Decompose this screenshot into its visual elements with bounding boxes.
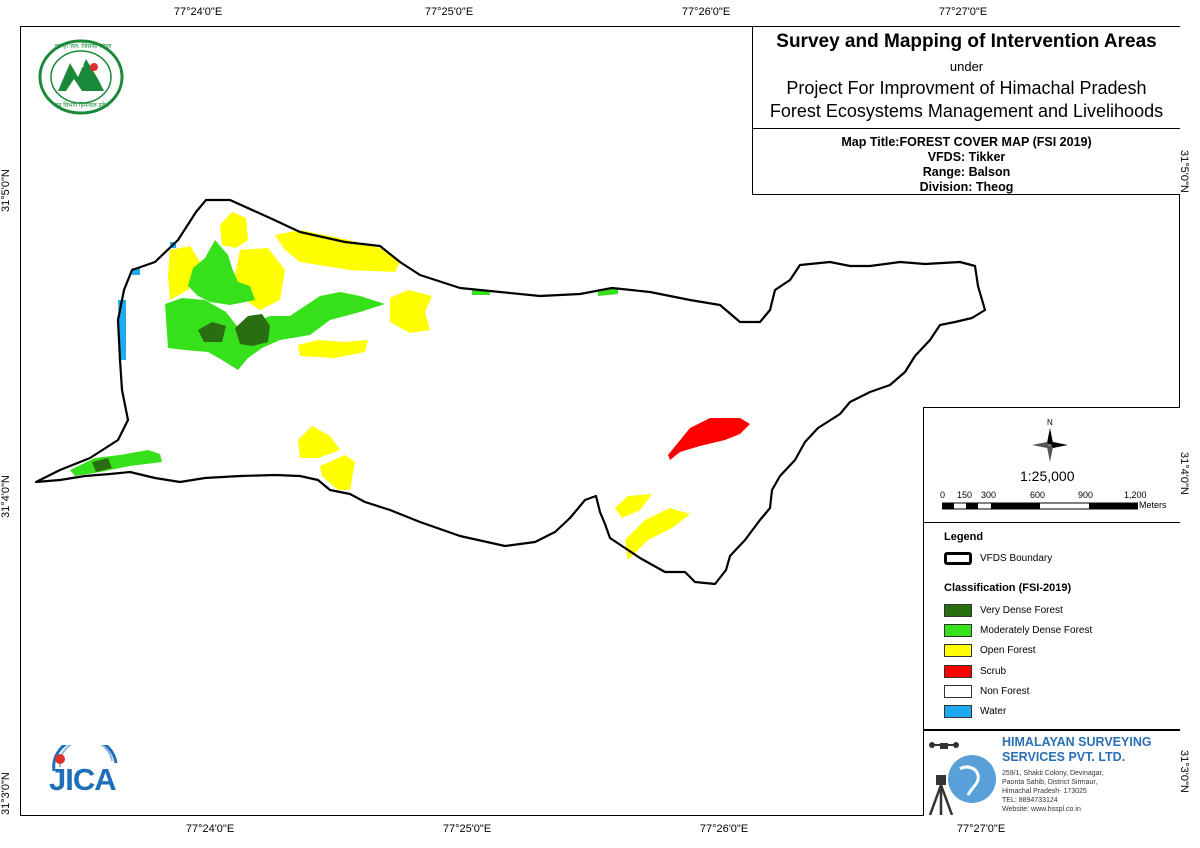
legend-item-moderately-dense: Moderately Dense Forest <box>944 623 1092 637</box>
jica-logo-text: JICA <box>49 762 117 797</box>
title-block: Survey and Mapping of Intervention Areas… <box>752 27 1180 129</box>
division-name: Division: Theog <box>919 180 1014 194</box>
legend-item-very-dense: Very Dense Forest <box>944 603 1063 617</box>
map-title: Map Title:FOREST COVER MAP (FSI 2019) <box>841 135 1092 149</box>
project-title-line-1: Project For Improvment of Himachal Prade… <box>786 78 1147 98</box>
legend-label-boundary: VFDS Boundary <box>980 552 1053 564</box>
moderately-dense-forest-areas <box>70 240 618 476</box>
open-forest-patch <box>220 212 248 248</box>
scrub-areas <box>668 418 750 460</box>
scrub-swatch <box>944 664 972 678</box>
top-tick-3: 77°26'0"E <box>681 6 731 18</box>
scale-units: Meters <box>1139 500 1167 510</box>
legend-label-scrub: Scrub <box>980 665 1007 677</box>
legend-item-scrub: Scrub <box>944 664 1006 678</box>
company-name-line-1: HIMALAYAN SURVEYING <box>1002 735 1152 749</box>
open-forest-patch <box>275 230 400 272</box>
company-block: HIMALAYAN SURVEYING SERVICES PVT. LTD. 2… <box>923 730 1180 816</box>
bottom-tick-4: 77°27'0"E <box>956 823 1006 835</box>
scale-label-900: 900 <box>1078 490 1094 500</box>
top-tick-4: 77°27'0"E <box>938 6 988 18</box>
very-dense-patch <box>92 458 112 472</box>
company-tel: TEL: 8894733124 <box>1002 797 1058 804</box>
company-name-line-2: SERVICES PVT. LTD. <box>1002 750 1126 764</box>
open-forest-patch <box>320 455 355 490</box>
boundary-swatch <box>944 551 972 565</box>
scale-bar <box>942 502 1138 510</box>
legend-item-non-forest: Non Forest <box>944 684 1029 698</box>
legend-item-open: Open Forest <box>944 643 1036 657</box>
vfds-boundary <box>34 198 987 586</box>
legend-item-boundary: VFDS Boundary <box>944 551 1052 565</box>
company-address-3: Himachal Pradesh- 173025 <box>1002 788 1087 795</box>
very-dense-patch <box>198 322 226 342</box>
jica-logo-mark <box>52 745 118 772</box>
north-label: N <box>1047 418 1053 427</box>
scrub-patch <box>668 418 750 460</box>
legend-label-open: Open Forest <box>980 644 1036 656</box>
moderately-dense-patch <box>598 288 618 296</box>
legend-item-water: Water <box>944 704 1006 718</box>
bottom-tick-3: 77°26'0"E <box>699 823 749 835</box>
very-dense-swatch <box>944 603 972 617</box>
legend-title: Legend <box>944 531 984 543</box>
hp-forest-logo <box>38 39 124 115</box>
scale-label-0: 0 <box>940 490 946 500</box>
non-forest-swatch <box>944 684 972 698</box>
hp-logo-text-bottom: वन विभाग हिमाचल प्रदेश <box>54 103 110 109</box>
top-tick-1: 77°24'0"E <box>173 6 223 18</box>
legend-label-moderately-dense: Moderately Dense Forest <box>980 624 1093 636</box>
scale-label-1200: 1,200 <box>1124 490 1147 500</box>
scale-label-150: 150 <box>957 490 973 500</box>
very-dense-patch <box>235 314 270 346</box>
moderately-dense-patch <box>70 450 162 476</box>
main-title: Survey and Mapping of Intervention Areas <box>776 31 1157 52</box>
bottom-tick-1: 77°24'0"E <box>185 823 235 835</box>
project-title-line-2: Forest Ecosystems Management and Livelih… <box>769 101 1164 121</box>
scale-ratio: 1:25,000 <box>1020 468 1075 484</box>
company-address-1: 259/1, Shakti Colony, Devinagar, <box>1002 770 1104 777</box>
open-forest-areas <box>168 212 690 560</box>
scale-block: N 1:25,000 0 150 300 600 900 1,200 Meter… <box>923 407 1180 523</box>
map-info-block: Map Title:FOREST COVER MAP (FSI 2019) VF… <box>752 129 1180 195</box>
top-tick-2: 77°25'0"E <box>424 6 474 18</box>
open-forest-patch <box>390 290 432 333</box>
scale-label-300: 300 <box>981 490 997 500</box>
legend-block: Legend VFDS Boundary Classification (FSI… <box>923 523 1180 730</box>
legend-label-non-forest: Non Forest <box>980 685 1030 697</box>
legend-label-very-dense: Very Dense Forest <box>980 604 1063 616</box>
open-forest-patch <box>298 340 368 358</box>
title-under: under <box>949 59 984 74</box>
open-forest-patch <box>625 508 690 560</box>
classification-title: Classification (FSI-2019) <box>944 582 1072 594</box>
open-forest-patch <box>298 426 340 458</box>
north-arrow-icon <box>1032 428 1068 462</box>
surveyor-logo-icon <box>928 742 996 815</box>
water-swatch <box>944 704 972 718</box>
scale-label-600: 600 <box>1030 490 1046 500</box>
moderately-dense-patch <box>188 240 255 305</box>
water-areas <box>118 242 176 360</box>
moderately-dense-swatch <box>944 623 972 637</box>
company-address-2: Paonta Sahib, District Sirmaur, <box>1002 779 1098 786</box>
hp-logo-text-top: वन ही जल, जिसका जंगल <box>54 44 112 50</box>
moderately-dense-patch <box>165 292 385 370</box>
very-dense-forest-areas <box>92 314 270 472</box>
open-swatch <box>944 643 972 657</box>
range-name: Range: Balson <box>922 165 1011 179</box>
legend-label-water: Water <box>980 705 1007 717</box>
company-website: Website: www.hsspl.co.in <box>1002 806 1081 813</box>
bottom-tick-2: 77°25'0"E <box>442 823 492 835</box>
vfds-name: VFDS: Tikker <box>927 150 1006 164</box>
open-forest-patch <box>168 246 200 300</box>
open-forest-patch <box>615 494 652 518</box>
